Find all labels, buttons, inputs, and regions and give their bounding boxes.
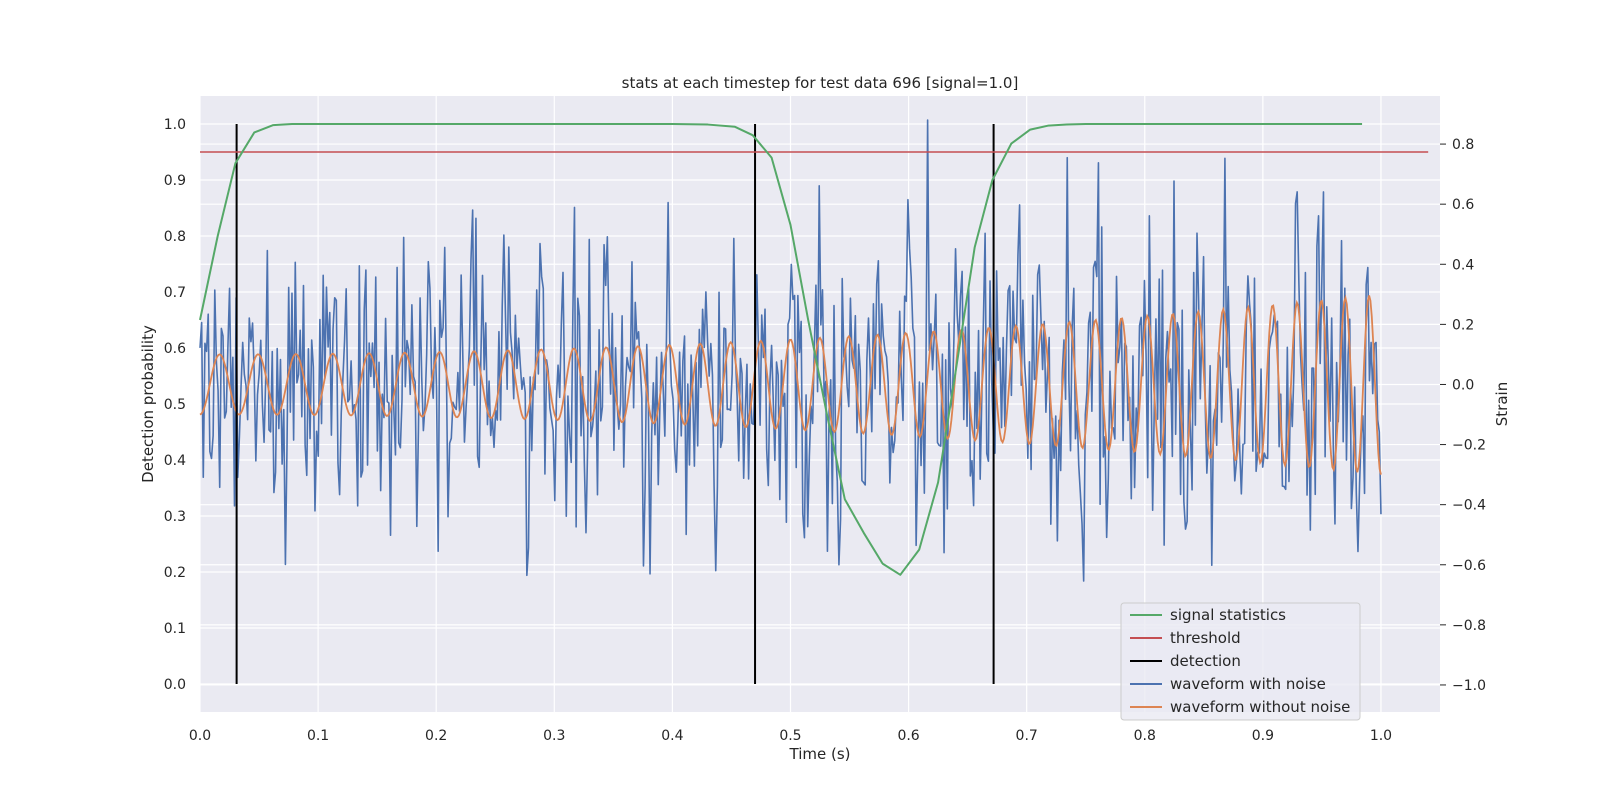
left-y-axis-ticks: 0.0 0.1 0.2 0.3 0.4 0.5 0.6 0.7 0.8 0.9 1.0 <box>164 117 186 693</box>
waveform-with-noise-series <box>199 119 1382 582</box>
left-y-axis-label: Detection probability <box>139 325 157 483</box>
x-tick-label: 0.9 <box>1252 728 1274 744</box>
right-y-tick-label: −0.4 <box>1452 498 1486 514</box>
right-y-tick-label: 0.4 <box>1452 257 1474 273</box>
waveform-without-noise-series <box>199 294 1382 475</box>
right-y-tick-label: 0.6 <box>1452 197 1474 213</box>
waveform-without-noise-line <box>199 294 1382 475</box>
legend-label-threshold: threshold <box>1170 629 1241 647</box>
legend: signal statistics threshold detection wa… <box>1120 602 1361 721</box>
x-axis-ticks: 0.0 0.1 0.2 0.3 0.4 0.5 0.6 0.7 0.8 0.9 1.0 <box>189 728 1392 744</box>
legend-box <box>1120 602 1361 721</box>
chart-title: stats at each timestep for test data 696… <box>622 74 1019 92</box>
left-y-tick-label: 0.3 <box>164 509 186 525</box>
legend-label-signal-statistics: signal statistics <box>1170 606 1286 624</box>
x-tick-label: 0.4 <box>661 728 683 744</box>
detection-series <box>235 124 995 684</box>
x-tick-label: 0.2 <box>425 728 447 744</box>
x-tick-label: 0.8 <box>1134 728 1156 744</box>
left-y-tick-label: 0.0 <box>164 677 186 693</box>
x-tick-label: 0.7 <box>1016 728 1038 744</box>
left-y-tick-label: 0.1 <box>164 621 186 637</box>
legend-label-waveform-without-noise: waveform without noise <box>1170 698 1350 716</box>
right-y-tick-label: 0.8 <box>1452 137 1474 153</box>
x-tick-label: 0.6 <box>897 728 919 744</box>
right-y-tick-label: −0.2 <box>1452 438 1486 454</box>
left-y-tick-label: 0.5 <box>164 397 186 413</box>
right-y-tick-label: −0.8 <box>1452 618 1486 634</box>
legend-label-waveform-with-noise: waveform with noise <box>1170 675 1326 693</box>
right-y-axis-ticks: −1.0 −0.8 −0.6 −0.4 −0.2 0.0 0.2 0.4 0.6 0.8 <box>1440 137 1486 694</box>
signal-statistics-series <box>199 123 1363 576</box>
x-tick-label: 0.5 <box>779 728 801 744</box>
x-axis-label: Time (s) <box>789 745 851 763</box>
x-tick-label: 1.0 <box>1370 728 1392 744</box>
waveform-with-noise-line <box>199 119 1382 582</box>
left-y-tick-label: 0.7 <box>164 285 186 301</box>
left-y-tick-label: 0.9 <box>164 173 186 189</box>
x-tick-label: 0.0 <box>189 728 211 744</box>
right-y-tick-label: 0.2 <box>1452 317 1474 333</box>
left-y-tick-label: 1.0 <box>164 117 186 133</box>
right-y-axis-label: Strain <box>1493 382 1511 426</box>
signal-statistics-line <box>199 123 1363 576</box>
right-y-tick-label: −0.6 <box>1452 558 1486 574</box>
x-tick-label: 0.1 <box>307 728 329 744</box>
left-y-tick-label: 0.6 <box>164 341 186 357</box>
left-y-tick-label: 0.8 <box>164 229 186 245</box>
right-y-tick-label: −1.0 <box>1452 678 1486 694</box>
x-tick-label: 0.3 <box>543 728 565 744</box>
legend-label-detection: detection <box>1170 652 1241 670</box>
left-y-tick-label: 0.4 <box>164 453 186 469</box>
left-y-tick-label: 0.2 <box>164 565 186 581</box>
right-y-tick-label: 0.0 <box>1452 377 1474 393</box>
